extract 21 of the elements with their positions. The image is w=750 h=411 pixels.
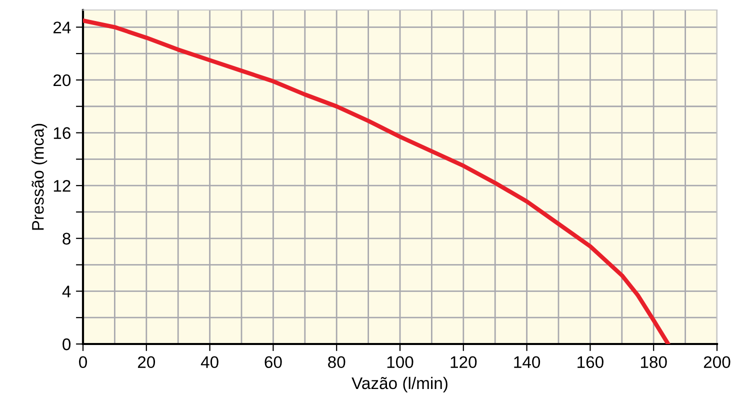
- x-tick-label: 120: [450, 356, 477, 368]
- y-tick-label: 20: [53, 74, 71, 86]
- y-tick-label: 0: [62, 338, 71, 350]
- x-tick-label: 20: [138, 356, 156, 368]
- line-series: [83, 18, 670, 344]
- x-tick-label: 80: [328, 356, 346, 368]
- x-tick-label: 40: [200, 356, 218, 368]
- x-tick-label: 200: [704, 356, 730, 368]
- x-tick-label: 100: [387, 356, 414, 368]
- y-tick-label: 8: [62, 232, 70, 245]
- y-tick-label: 16: [54, 127, 70, 139]
- x-tick-label: 180: [640, 356, 667, 368]
- x-tick-label: 0: [79, 356, 87, 368]
- y-tick-label: 24: [53, 22, 71, 34]
- x-tick-label: 160: [578, 356, 604, 368]
- x-tick-label: 60: [264, 356, 282, 368]
- y-tick-label: 12: [54, 180, 70, 192]
- x-tick-label: 140: [514, 356, 540, 368]
- y-axis-title: Pressão (mca): [32, 124, 48, 230]
- x-axis-title: Vazão (l/min): [352, 376, 448, 392]
- y-tick-label: 4: [62, 286, 71, 298]
